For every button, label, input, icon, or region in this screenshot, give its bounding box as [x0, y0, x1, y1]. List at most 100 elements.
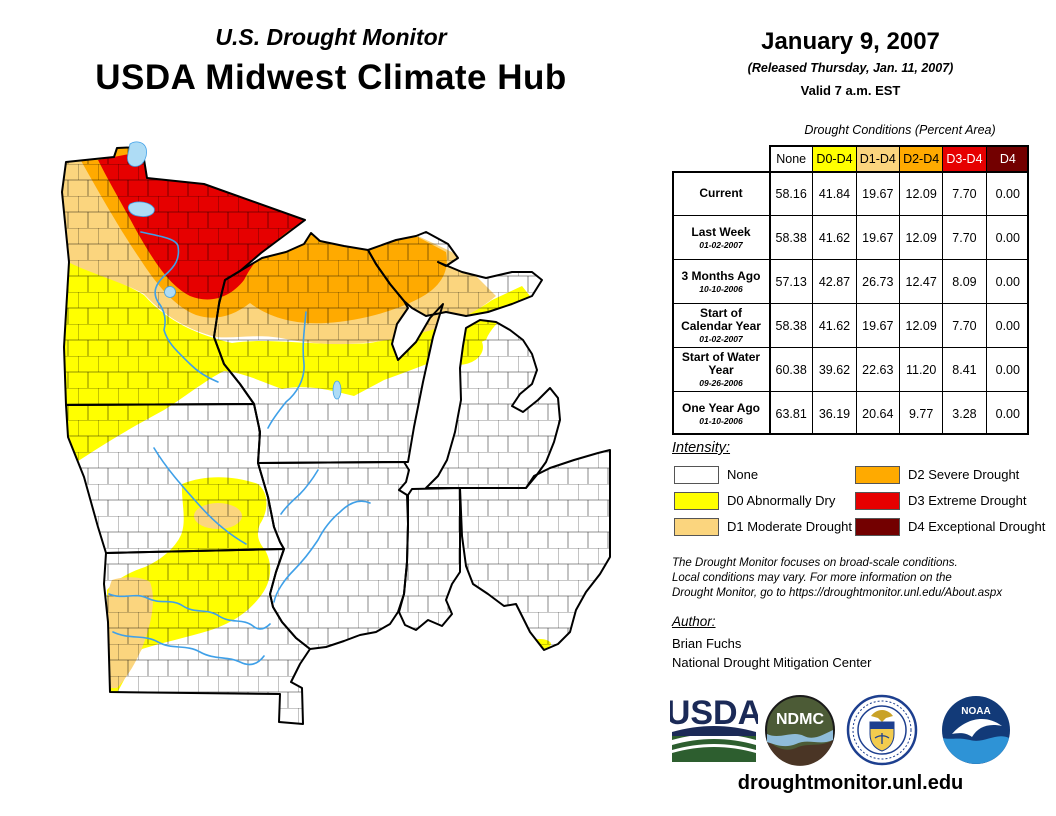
- row-sublabel: 01-10-2006: [699, 415, 743, 426]
- noaa-logo-text: NOAA: [961, 706, 990, 717]
- row-label-text: Start of Water Year: [681, 350, 761, 377]
- value-cell: 0.00: [985, 171, 1029, 215]
- river-missouri: [108, 593, 271, 630]
- value-cell: 19.67: [855, 303, 899, 347]
- river-wisconsin: [267, 311, 307, 429]
- value-cell: 41.62: [812, 303, 856, 347]
- value-cell: 58.38: [769, 303, 813, 347]
- seal-eagle: [871, 710, 893, 722]
- row-sublabel: 01-02-2007: [699, 239, 743, 250]
- legend-label-none: None: [727, 467, 759, 482]
- value-cell: 0.00: [985, 347, 1029, 391]
- col-header-d0d4: D0-D4: [812, 145, 856, 171]
- legend-swatch-d2: [855, 466, 900, 484]
- ndmc-logo: NDMC: [765, 695, 835, 766]
- usda-logo: USDA: [670, 694, 758, 762]
- legend-label-d3: D3 Extreme Drought: [908, 493, 1027, 508]
- value-cell: 41.62: [812, 215, 856, 259]
- river-upper-mississippi: [140, 231, 219, 383]
- legend-swatch-none: [674, 466, 719, 484]
- county-grid: [62, 147, 610, 724]
- table-caption: Drought Conditions (Percent Area): [804, 123, 996, 137]
- value-cell: 58.38: [769, 215, 813, 259]
- value-cell: 3.28: [942, 391, 986, 435]
- value-cell: 63.81: [769, 391, 813, 435]
- value-cell: 0.00: [985, 215, 1029, 259]
- table-corner-cell: [672, 145, 769, 171]
- legend-title: Intensity:: [672, 440, 731, 456]
- row-label: Start of Water Year 09-26-2006: [672, 347, 769, 391]
- author-org: National Drought Mitigation Center: [672, 655, 872, 670]
- value-cell: 41.84: [812, 171, 856, 215]
- lake-winnebago: [332, 380, 342, 400]
- seal-shield-chief: [870, 722, 894, 729]
- legend-swatch-d3: [855, 492, 900, 510]
- value-cell: 19.67: [855, 171, 899, 215]
- disclaimer-line: The Drought Monitor focuses on broad-sca…: [672, 557, 958, 569]
- noaa-ocean: [943, 736, 1009, 764]
- ndmc-logo-text: NDMC: [776, 711, 824, 728]
- intensity-legend: Intensity: None D0 Abnormally Dry D1 Mod…: [672, 440, 1045, 550]
- lake-mille-lacs: [164, 286, 176, 298]
- footer-url: droughtmonitor.unl.edu: [737, 772, 964, 794]
- value-cell: 7.70: [942, 215, 986, 259]
- row-label: Start of Calendar Year 01-02-2007: [672, 303, 769, 347]
- disclaimer-line: Drought Monitor, go to https://droughtmo…: [672, 587, 1003, 599]
- legend-swatch-d0: [674, 492, 719, 510]
- page-title: USDA Midwest Climate Hub: [95, 58, 567, 97]
- col-header-d4: D4: [985, 145, 1029, 171]
- col-header-d3d4: D3-D4: [942, 145, 986, 171]
- col-header-none: None: [769, 145, 813, 171]
- value-cell: 8.09: [942, 259, 986, 303]
- author-heading: Author:: [672, 614, 716, 629]
- col-header-d2d4: D2-D4: [898, 145, 943, 171]
- row-label-text: Last Week: [691, 224, 751, 239]
- row-label: 3 Months Ago 10-10-2006: [672, 259, 769, 303]
- seal-text-ring: [852, 700, 912, 760]
- value-cell: 12.09: [898, 171, 943, 215]
- value-cell: 12.09: [898, 303, 943, 347]
- value-cell: 36.19: [812, 391, 856, 435]
- river-south-missouri: [112, 631, 265, 666]
- lake-of-the-woods: [127, 141, 147, 167]
- valid-time: Valid 7 a.m. EST: [800, 83, 901, 98]
- legend-label-d0: D0 Abnormally Dry: [727, 493, 836, 508]
- value-cell: 0.00: [985, 303, 1029, 347]
- legend-swatch-d1: [674, 518, 719, 536]
- value-cell: 58.16: [769, 171, 813, 215]
- row-label-text: One Year Ago: [681, 400, 761, 415]
- noaa-bird: [952, 719, 1002, 737]
- disclaimer-text: The Drought Monitor focuses on broad-sca…: [672, 556, 1042, 601]
- legend-label-d1: D1 Moderate Drought: [727, 519, 853, 534]
- row-label-text: Start of Calendar Year: [681, 306, 761, 333]
- row-sublabel: 01-02-2007: [699, 334, 743, 344]
- legend-label-d4: D4 Exceptional Drought: [908, 519, 1046, 534]
- row-label: Last Week 01-02-2007: [672, 215, 769, 259]
- usda-logo-text: USDA: [670, 694, 758, 732]
- value-cell: 12.09: [898, 215, 943, 259]
- usda-navy-arc: [672, 726, 756, 736]
- legend-label-d2: D2 Severe Drought: [908, 467, 1020, 482]
- author-name: Brian Fuchs: [672, 636, 742, 651]
- value-cell: 42.87: [812, 259, 856, 303]
- report-supertitle: U.S. Drought Monitor: [215, 24, 447, 50]
- row-label: One Year Ago 01-10-2006: [672, 391, 769, 435]
- usda-swoosh-1: [672, 734, 756, 745]
- drought-map: [61, 141, 611, 725]
- value-cell: 57.13: [769, 259, 813, 303]
- col-header-d1d4: D1-D4: [855, 145, 899, 171]
- legend-swatch-d4: [855, 518, 900, 536]
- value-cell: 39.62: [812, 347, 856, 391]
- value-cell: 0.00: [985, 391, 1029, 435]
- released-date: (Released Thursday, Jan. 11, 2007): [747, 61, 954, 75]
- value-cell: 20.64: [855, 391, 899, 435]
- row-label-text: 3 Months Ago: [681, 268, 761, 283]
- rivers: [108, 231, 371, 666]
- drought-conditions-table: None D0-D4 D1-D4 D2-D4 D3-D4 D4 Current …: [672, 145, 1031, 437]
- river-rock: [280, 469, 319, 515]
- ndmc-earth: [767, 740, 833, 766]
- value-cell: 19.67: [855, 215, 899, 259]
- value-cell: 9.77: [898, 391, 943, 435]
- disclaimer-line: Local conditions may vary. For more info…: [672, 572, 952, 584]
